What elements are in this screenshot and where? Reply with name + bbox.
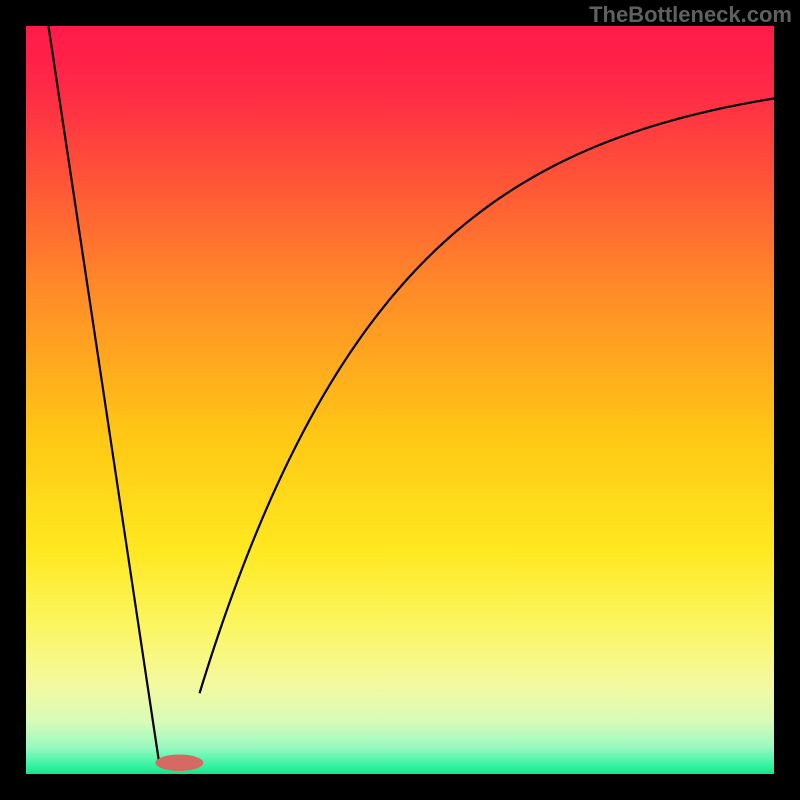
- chart-container: TheBottleneck.com: [0, 0, 800, 800]
- watermark-text: TheBottleneck.com: [589, 2, 792, 28]
- plot-area: [26, 26, 774, 774]
- chart-svg: [26, 26, 774, 774]
